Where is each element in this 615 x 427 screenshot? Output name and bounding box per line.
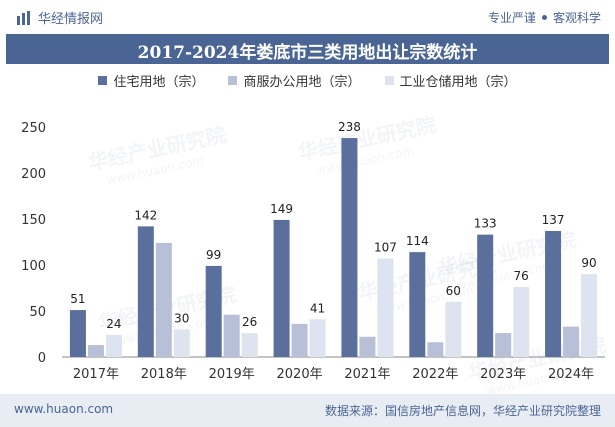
data-label: 60 — [446, 284, 461, 298]
data-label: 238 — [338, 120, 361, 134]
brand[interactable]: 华经情报网 — [16, 8, 103, 27]
bar-residential — [273, 219, 290, 357]
bar-chart: 华经产业研究院www.huaon.com华经产业研究院www.huaon.com… — [21, 112, 608, 394]
x-tick-label: 2018年 — [141, 367, 187, 382]
data-label: 76 — [514, 269, 529, 283]
bar-commercial — [87, 345, 104, 357]
x-tick-label: 2019年 — [209, 367, 255, 382]
bar-industrial — [105, 334, 122, 357]
x-tick-label: 2017年 — [73, 367, 119, 382]
brand-logo-icon — [17, 10, 30, 25]
data-label: 26 — [242, 315, 257, 329]
data-label: 30 — [174, 311, 189, 325]
legend-label-residential: 住宅用地（宗） — [113, 74, 205, 90]
data-label: 90 — [581, 256, 596, 270]
bar-residential — [545, 230, 562, 357]
bar-industrial — [513, 287, 530, 357]
data-label: 99 — [206, 248, 221, 262]
bar-residential — [409, 252, 426, 357]
y-tick-label: 0 — [38, 351, 46, 366]
x-tick-label: 2021年 — [344, 367, 390, 382]
bar-commercial — [223, 314, 240, 357]
y-tick-label: 150 — [21, 213, 46, 228]
bar-residential — [477, 234, 494, 357]
bar-residential — [69, 310, 86, 357]
chart-title: 2017-2024年娄底市三类用地出让宗数统计 — [137, 43, 478, 63]
tagline: 专业严谨 客观科学 — [488, 9, 601, 26]
bar-industrial — [173, 329, 190, 357]
header-bar: 华经情报网 专业严谨 客观科学 — [0, 0, 615, 34]
data-label: 51 — [70, 292, 85, 306]
bar-residential — [205, 265, 222, 357]
data-label: 107 — [374, 241, 397, 255]
bar-industrial — [309, 319, 326, 357]
legend-item-residential: 住宅用地（宗） — [98, 71, 204, 90]
legend-item-industrial: 工业仓储用地（宗） — [384, 71, 517, 90]
data-label: 149 — [270, 202, 293, 216]
data-label: 24 — [106, 317, 121, 331]
data-label: 142 — [134, 208, 157, 222]
bar-commercial — [563, 326, 580, 357]
legend-label-industrial: 工业仓储用地（宗） — [399, 74, 517, 90]
data-label: 137 — [542, 213, 565, 227]
legend-swatch-residential — [98, 75, 108, 85]
footer-source: 数据来源：国信房地产信息网，华经产业研究院整理 — [324, 404, 601, 418]
bar-industrial — [581, 274, 598, 357]
bar-industrial — [445, 301, 462, 357]
tagline-left: 专业严谨 — [487, 11, 536, 25]
chart-bars — [69, 138, 598, 357]
legend-swatch-commercial — [228, 75, 238, 85]
legend-label-commercial: 商服办公用地（宗） — [243, 74, 361, 90]
chart-legend: 住宅用地（宗） 商服办公用地（宗） 工业仓储用地（宗） — [0, 70, 615, 90]
bar-commercial — [359, 336, 376, 357]
legend-swatch-industrial — [384, 75, 394, 85]
title-bar: 2017-2024年娄底市三类用地出让宗数统计 — [6, 34, 609, 64]
x-tick-label: 2020年 — [277, 367, 323, 382]
footer-url-link[interactable]: www.huaon.com — [14, 402, 114, 416]
legend-item-commercial: 商服办公用地（宗） — [228, 71, 361, 90]
data-label: 133 — [474, 217, 497, 231]
data-label: 114 — [406, 234, 429, 248]
chart-labels: 51 24 2017年 142 30 2018年 99 26 2019年 149 41 2020年 23… — [70, 120, 596, 382]
x-tick-label: 2023年 — [480, 367, 526, 382]
x-tick-label: 2022年 — [412, 367, 458, 382]
footer-bar: www.huaon.com 数据来源：国信房地产信息网，华经产业研究院整理 — [0, 394, 615, 427]
bar-commercial — [155, 242, 172, 357]
y-tick-label: 200 — [21, 167, 46, 182]
bar-industrial — [241, 333, 258, 357]
tagline-right: 客观科学 — [552, 11, 601, 25]
y-tick-label: 50 — [29, 305, 46, 320]
bar-residential — [137, 226, 154, 357]
data-label: 41 — [310, 301, 325, 315]
bar-commercial — [291, 323, 308, 357]
brand-name: 华经情报网 — [38, 12, 104, 27]
y-tick-label: 250 — [21, 121, 46, 136]
bar-residential — [341, 138, 358, 357]
bullet-dot-icon — [541, 15, 547, 20]
y-tick-label: 100 — [21, 259, 46, 274]
bar-commercial — [495, 333, 512, 357]
bar-industrial — [377, 258, 394, 357]
bar-commercial — [427, 342, 444, 357]
x-tick-label: 2024年 — [548, 367, 594, 382]
